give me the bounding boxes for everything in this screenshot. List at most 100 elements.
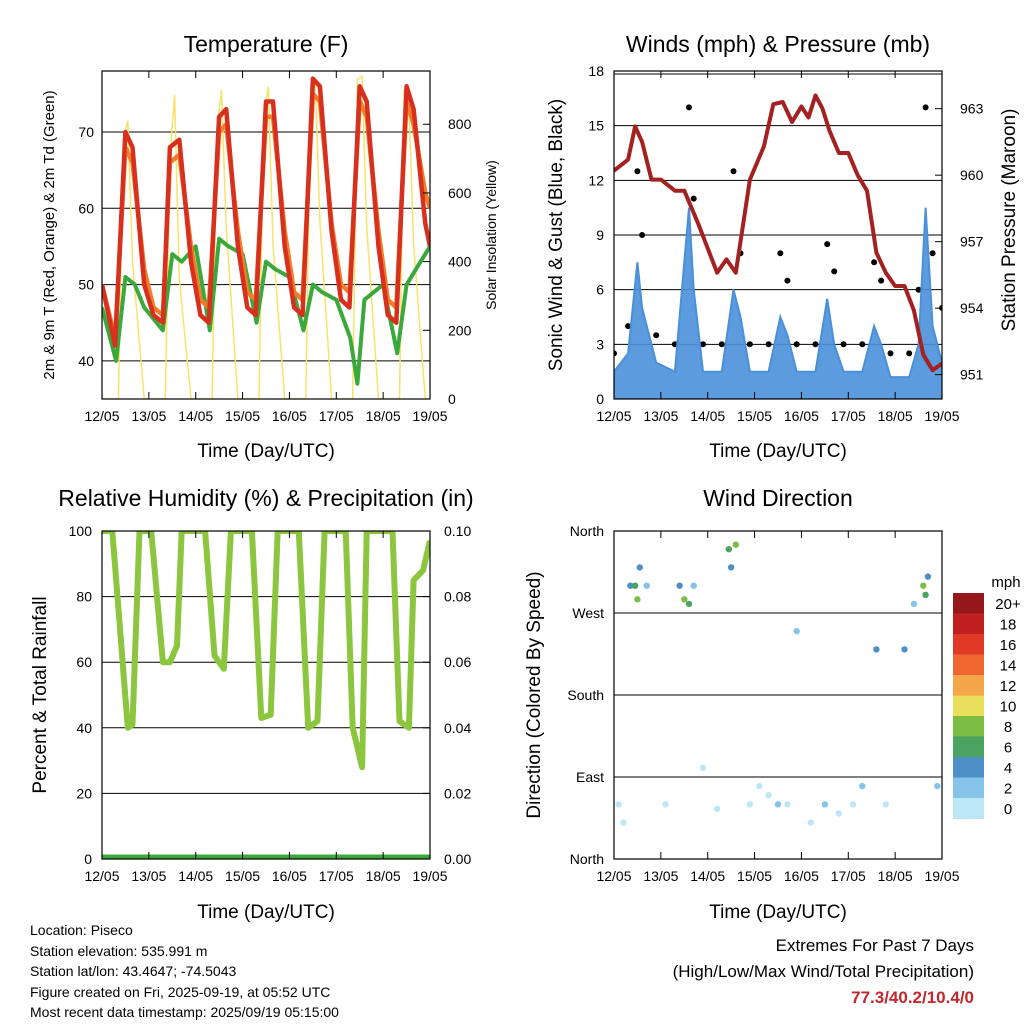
temperature-xtick-label: 13/05 <box>131 408 166 424</box>
temperature-xlabel: Time (Day/UTC) <box>197 441 335 462</box>
direction-point <box>627 582 634 589</box>
direction-point <box>615 801 622 808</box>
gridlines <box>102 70 942 860</box>
direction-frame <box>613 530 943 860</box>
legend-label: 10 <box>1000 699 1017 716</box>
recent-timestamp: Most recent data timestamp: 2025/09/19 0… <box>30 1004 339 1020</box>
direction-xlabel: Time (Day/UTC) <box>709 902 847 923</box>
direction-xtick-label: 18/05 <box>878 868 913 884</box>
winds-ylabel: Sonic Wind & Gust (Blue, Black) <box>546 99 567 371</box>
temperature-title: Temperature (F) <box>184 31 349 57</box>
gust-point <box>625 323 632 330</box>
gust-point <box>718 341 725 348</box>
gust-point <box>639 232 646 238</box>
humidity-xtick-label: 18/05 <box>366 868 401 884</box>
humidity-ytick-label: 100 <box>69 523 93 539</box>
winds-xtick-label: 17/05 <box>831 408 866 424</box>
direction-point <box>662 801 669 808</box>
winds-ytick-label: 12 <box>588 172 604 188</box>
winds-xtick-label: 15/05 <box>737 408 772 424</box>
humidity-frame <box>101 530 431 860</box>
winds-xtick-label: 18/05 <box>878 408 913 424</box>
gust-point <box>859 341 866 348</box>
humidity-title: Relative Humidity (%) & Precipitation (i… <box>58 485 473 511</box>
direction-point <box>746 801 754 808</box>
winds-xtick-label: 19/05 <box>924 408 959 424</box>
legend-label: 4 <box>1004 760 1012 777</box>
gust-point <box>686 104 692 111</box>
station-info: Location: Piseco Station elevation: 535.… <box>30 920 339 1023</box>
gust-point <box>765 341 772 348</box>
humidity-y2tick-label: 0.02 <box>444 785 471 801</box>
direction-series <box>615 541 941 826</box>
gust-point <box>831 268 838 275</box>
direction-point <box>924 573 932 580</box>
direction-ytick-label: North <box>570 851 604 867</box>
direction-title: Wind Direction <box>703 485 853 511</box>
winds-y2tick-label: 951 <box>960 367 984 383</box>
legend-swatch <box>953 777 984 799</box>
legend-swatch <box>953 798 984 819</box>
station-latlon: Station lat/lon: 43.4647; -74.5043 <box>30 963 237 979</box>
direction-point <box>725 546 732 553</box>
gust-point <box>793 341 800 348</box>
direction-point <box>873 646 880 653</box>
direction-point <box>859 782 866 790</box>
gust-point <box>824 241 831 248</box>
humidity-series <box>102 531 430 859</box>
temperature-xtick-label: 16/05 <box>272 408 307 424</box>
humidity-ytick-label: 0 <box>84 851 92 867</box>
gust-point <box>840 341 847 348</box>
tick-labels: 12/05 13/05 14/05 15/05 16/05 17/05 18/05 19/05… <box>69 63 984 884</box>
legend-swatch <box>953 695 984 717</box>
direction-point <box>835 810 843 817</box>
winds-y2tick-label: 957 <box>960 234 984 250</box>
gust-point <box>690 195 697 202</box>
winds-ytick-label: 3 <box>596 336 604 352</box>
direction-point <box>882 801 889 808</box>
direction-ytick-label: West <box>572 605 604 621</box>
winds-y2label: Station Pressure (Maroon) <box>999 109 1020 332</box>
legend-label: 20+ <box>995 596 1021 613</box>
direction-point <box>765 792 772 799</box>
temperature-y2tick-label: 400 <box>448 254 472 270</box>
direction-xtick-label: 16/05 <box>784 868 819 884</box>
winds-ytick-label: 6 <box>596 282 604 298</box>
gust-point <box>730 168 737 175</box>
gust-point <box>700 341 706 348</box>
temperature-y2tick-label: 200 <box>448 322 472 338</box>
winds-y2tick-label: 963 <box>960 101 984 117</box>
humidity-xtick-label: 17/05 <box>319 868 354 884</box>
direction-point <box>690 582 697 589</box>
direction-point <box>643 582 650 589</box>
legend-label: 2 <box>1004 781 1012 798</box>
extremes-heading: Extremes For Past 7 Days <box>775 936 974 955</box>
humidity-ytick-label: 80 <box>76 589 92 605</box>
direction-point <box>636 564 643 571</box>
direction-point <box>631 582 639 589</box>
relative-humidity-line <box>102 531 430 771</box>
legend-label: 12 <box>1000 678 1017 695</box>
legend-swatch <box>953 675 984 696</box>
direction-point <box>699 764 707 772</box>
humidity-y2tick-label: 0.04 <box>444 720 471 736</box>
direction-point <box>910 600 918 608</box>
direction-point <box>920 582 927 589</box>
winds-xtick-label: 14/05 <box>690 408 725 424</box>
gust-point <box>812 341 819 348</box>
humidity-ytick-label: 60 <box>76 654 92 670</box>
humidity-y2tick-label: 0.10 <box>444 523 471 539</box>
gust-point <box>784 277 791 284</box>
direction-point <box>620 819 627 826</box>
temperature-xtick-label: 19/05 <box>412 408 447 424</box>
direction-point <box>774 801 782 808</box>
legend-label: 14 <box>1000 658 1017 675</box>
direction-point <box>793 628 800 635</box>
direction-xtick-label: 14/05 <box>690 868 725 884</box>
legend-label: 0 <box>1004 801 1012 818</box>
direction-point <box>727 564 735 571</box>
temperature-xtick-label: 17/05 <box>319 408 354 424</box>
legend-swatch <box>953 613 984 635</box>
humidity-xtick-label: 12/05 <box>84 868 119 884</box>
